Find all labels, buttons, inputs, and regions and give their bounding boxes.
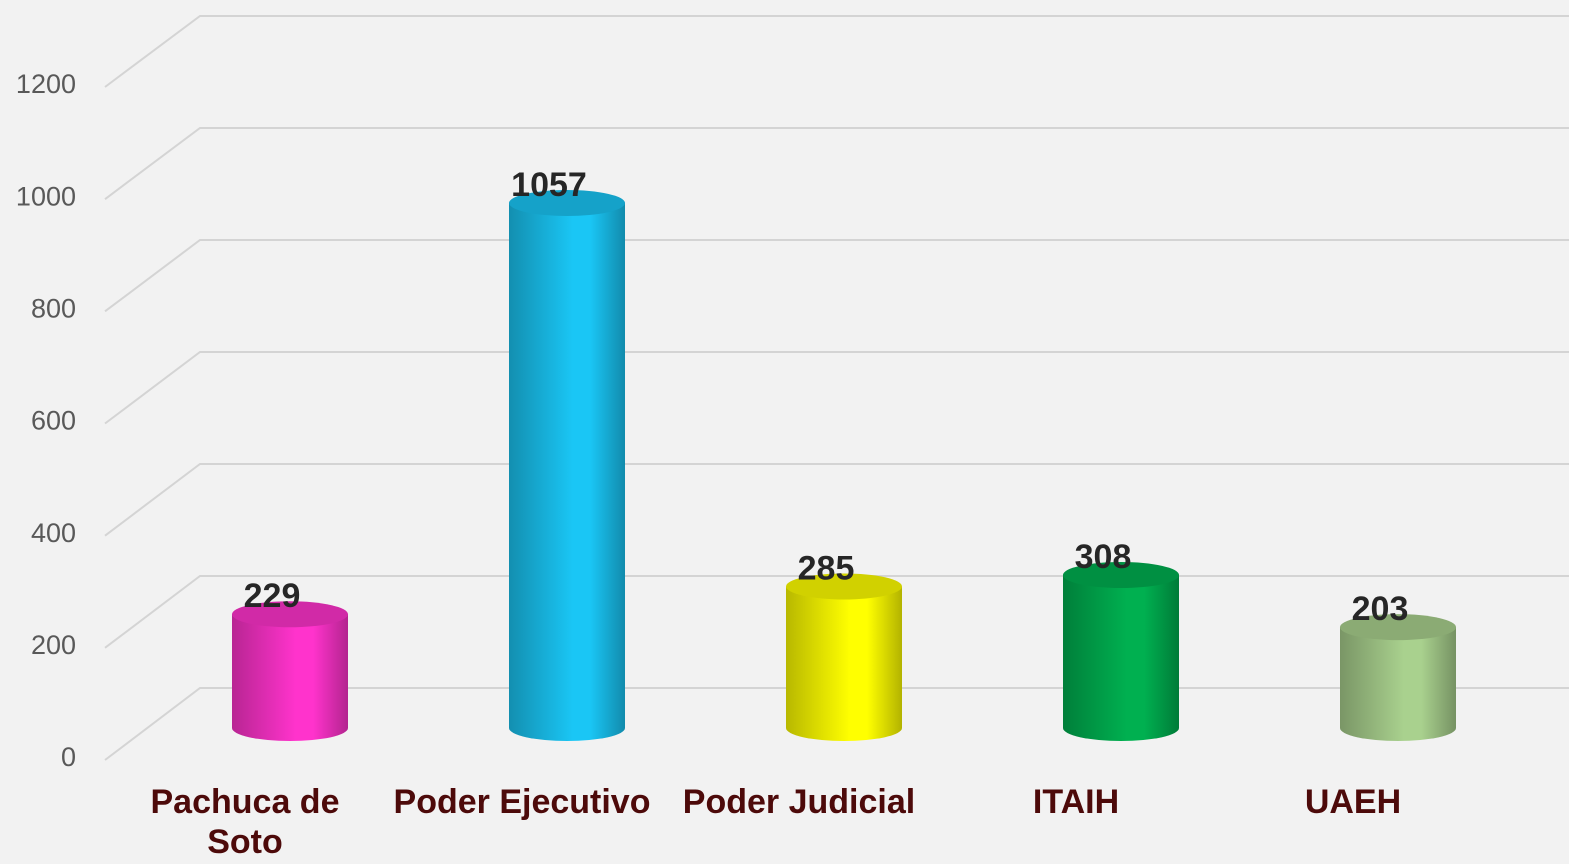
bar: [232, 601, 348, 741]
grid-line: [104, 15, 1569, 88]
bar-body: [786, 586, 902, 741]
bar: [509, 190, 625, 742]
value-label: 1057: [511, 166, 587, 204]
grid-line: [104, 463, 1569, 537]
value-label: 203: [1352, 590, 1409, 628]
bar-body: [1063, 575, 1179, 741]
bar: [1340, 614, 1456, 741]
bar: [786, 573, 902, 741]
bar-top: [786, 573, 902, 600]
value-label: 285: [798, 549, 855, 587]
bar-top: [1063, 562, 1179, 589]
value-label: 308: [1075, 538, 1132, 576]
y-tick-label: 400: [31, 518, 76, 548]
x-tick-label: ITAIH: [1032, 783, 1120, 821]
x-tick-label: Poder Judicial: [682, 783, 916, 821]
y-tick-label: 600: [31, 406, 76, 436]
y-tick-label: 800: [31, 293, 76, 323]
bar: [1063, 562, 1179, 741]
x-tick-label: Pachuca de Soto: [150, 783, 340, 861]
grid-line: [104, 239, 1569, 313]
bar-top: [232, 601, 348, 628]
y-tick-label: 1200: [16, 69, 76, 99]
grid-line: [104, 127, 1569, 200]
bar-top: [1340, 614, 1456, 641]
y-tick-label: 0: [61, 742, 76, 772]
x-tick-label: Poder Ejecutivo: [393, 783, 651, 821]
x-tick-label: UAEH: [1304, 783, 1402, 821]
bar-top: [509, 190, 625, 217]
value-label: 229: [244, 577, 301, 615]
grid-line: [104, 351, 1569, 425]
bar-body: [232, 614, 348, 741]
bar-body: [1340, 627, 1456, 741]
y-tick-label: 200: [31, 630, 76, 660]
bar-body: [509, 203, 625, 742]
y-tick-label: 1000: [16, 181, 76, 211]
